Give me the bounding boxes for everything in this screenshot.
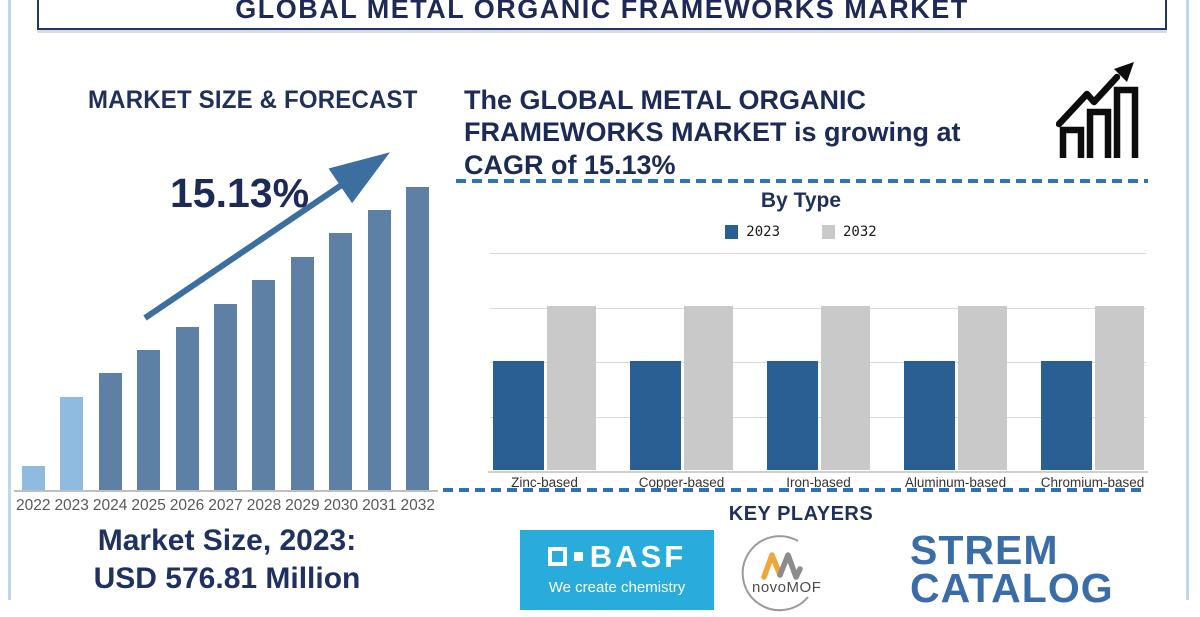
forecast-chart-title: MARKET SIZE & FORECAST [88,86,418,114]
by-type-group-zinc-based [493,306,596,470]
by-type-title: By Type [760,189,842,212]
forecast-x-axis [14,490,438,492]
by-type-bar-iron-based-2032 [821,306,870,470]
cagr-value-label: 15.13% [170,170,310,216]
forecast-bar-2030 [329,233,353,490]
page-title: GLOBAL METAL ORGANIC FRAMEWORKS MARKET [235,0,969,24]
growth-arrow-icon [143,152,390,321]
by-type-bar-aluminum-based-2023 [904,361,955,470]
legend-item-2023: 2023 [725,224,780,240]
forecast-year-label-2031: 2031 [362,497,397,514]
forecast-bar-2032 [405,187,429,490]
right-border-line [1186,0,1189,600]
legend-swatch-2032 [822,225,835,239]
cagr-statement-line2: FRAMEWORKS MARKET is growing at [464,117,961,148]
legend-item-2032: 2032 [822,224,877,240]
by-type-category-label-copper-based: Copper-based [638,475,725,490]
strem-line2: CATALOG [910,565,1114,612]
by-type-group-copper-based [630,306,733,470]
forecast-year-label-2026: 2026 [169,497,205,514]
by-type-group-iron-based [767,306,870,470]
basf-small-square-icon [573,552,583,561]
forecast-bar-2028 [252,280,276,490]
by-type-bar-chromium-based-2032 [1095,306,1144,470]
dashed-divider-bottom [443,488,1145,492]
by-type-group-chromium-based [1041,306,1144,470]
by-type-chart: Zinc-based Copper-based Iron-based Aluminum… [488,253,1148,490]
by-type-bar-copper-based-2032 [684,306,733,470]
by-type-bar-iron-based-2023 [767,361,818,470]
market-size-line2: USD 576.81 Million [93,562,361,596]
header-title-box: GLOBAL METAL ORGANIC FRAMEWORKS MARKET [37,0,1167,30]
by-type-category-label-chromium-based: Chromium-based [1040,475,1145,490]
by-type-bar-aluminum-based-2032 [958,306,1007,470]
legend-swatch-2023 [725,225,739,239]
cagr-statement-line1: The GLOBAL METAL ORGANIC [464,85,866,115]
forecast-year-label-2023: 2023 [54,497,89,514]
forecast-bar-2024 [98,373,122,490]
by-type-gridline [490,362,1146,363]
forecast-bar-2027 [213,304,237,490]
by-type-bar-zinc-based-2032 [547,306,596,470]
forecast-bars [22,185,429,490]
forecast-year-label-2027: 2027 [208,497,243,514]
forecast-bar-2022 [22,466,45,490]
forecast-year-labels: 2022 2023 2024 2025 2026 2027 2028 2029 2030 2031… [14,497,437,515]
forecast-year-label-2032: 2032 [400,497,435,514]
by-type-category-label-iron-based: Iron-based [786,475,851,490]
legend-label-2023: 2023 [746,224,780,240]
by-type-bar-copper-based-2023 [630,361,681,470]
forecast-bar-2031 [367,210,391,490]
strem-line1: STREM [910,527,1059,573]
forecast-year-label-2022: 2022 [15,497,51,514]
forecast-bar-2029 [290,257,314,490]
forecast-year-label-2028: 2028 [246,497,282,514]
novomof-wordmark: novoMOF [752,579,822,596]
forecast-year-label-2024: 2024 [92,497,128,514]
forecast-year-label-2030: 2030 [323,497,359,514]
basf-square-icon [547,547,567,566]
dashed-divider-top [456,179,1148,183]
novomof-mark-icon [741,535,809,612]
forecast-bar-2025 [137,350,161,490]
by-type-category-label-aluminum-based: Aluminum-based [904,475,1007,490]
basf-tagline: We create chemistry [548,579,686,596]
by-type-gridline [490,308,1146,309]
market-size-callout: Market Size, 2023: USD 576.81 Million [18,522,436,598]
forecast-year-label-2029: 2029 [285,497,320,514]
growth-chart-icon [1056,62,1139,158]
legend-label-2032: 2032 [843,224,877,240]
by-type-group-aluminum-based [904,306,1007,470]
market-size-line1: Market Size, 2023: [97,524,357,557]
strem-catalog-logo: STREM CATALOG [910,527,1114,612]
basf-wordmark: BASF [589,539,687,574]
forecast-year-label-2025: 2025 [131,497,166,514]
by-type-bar-chromium-based-2023 [1041,361,1092,470]
cagr-statement-line3: CAGR of 15.13% [464,149,676,180]
forecast-bar-2023 [60,397,84,490]
forecast-bar-2026 [175,327,199,490]
by-type-axis-line [488,471,1148,473]
cagr-statement: The GLOBAL METAL ORGANIC FRAMEWORKS MARK… [464,84,1084,181]
key-players-title: KEY PLAYERS [728,503,874,525]
novomof-logo: novoMOF [736,527,828,612]
by-type-category-label-zinc-based: Zinc-based [511,475,578,490]
left-border-line [8,0,11,600]
by-type-gridline [490,417,1146,418]
by-type-bar-zinc-based-2023 [493,361,544,470]
basf-logo-mark: BASF [520,541,714,572]
basf-logo: BASF We create chemistry [520,530,714,610]
by-type-legend: 2023 2032 [455,224,1147,240]
by-type-gridline [490,253,1146,254]
